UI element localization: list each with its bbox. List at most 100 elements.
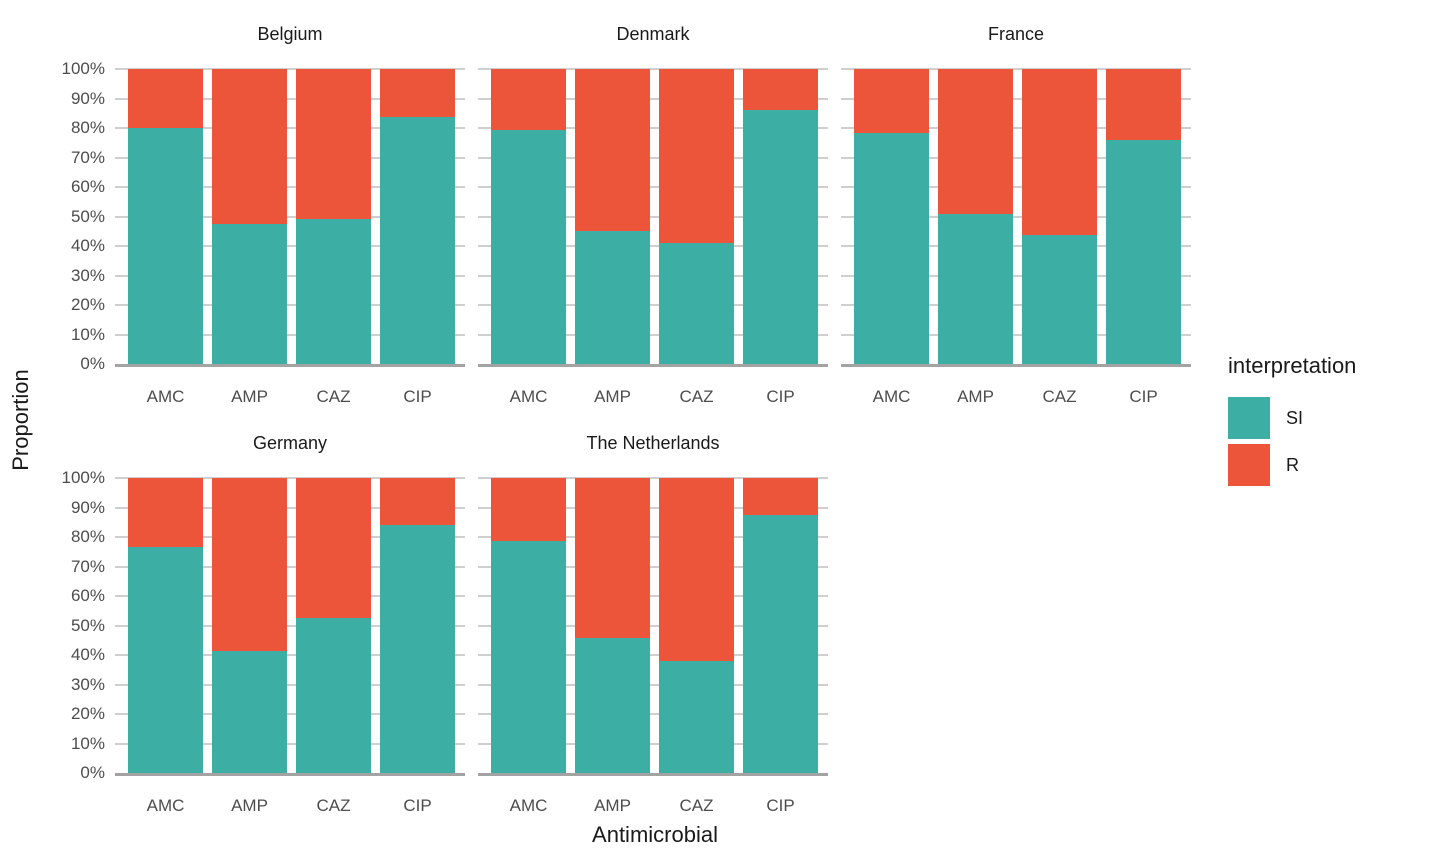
bar-segment-r bbox=[743, 478, 818, 515]
x-axis-title: Antimicrobial bbox=[592, 822, 718, 847]
x-tick-label: CIP bbox=[403, 796, 432, 815]
bar-denmark-cip bbox=[743, 69, 818, 364]
x-tick-label: AMC bbox=[872, 387, 911, 406]
bar-denmark-caz bbox=[659, 69, 734, 364]
bar-france-caz bbox=[1022, 69, 1097, 364]
bar-segment-si bbox=[296, 219, 371, 364]
bar-segment-si bbox=[296, 618, 371, 773]
gridline bbox=[115, 565, 465, 568]
bar-segment-r bbox=[380, 478, 455, 525]
x-tick-label: AMP bbox=[231, 796, 268, 815]
bar-segment-si bbox=[128, 128, 203, 364]
x-tick-label: AMP bbox=[231, 387, 268, 406]
bar-germany-amc bbox=[128, 478, 203, 773]
gridline bbox=[115, 68, 465, 70]
bar-segment-si bbox=[575, 231, 650, 364]
gridline bbox=[478, 477, 828, 479]
gridline bbox=[115, 536, 465, 538]
gridline bbox=[115, 624, 465, 627]
facet-title: France bbox=[987, 24, 1045, 44]
bar-segment-si bbox=[380, 524, 455, 773]
bar-segment-si bbox=[491, 130, 566, 364]
gridline bbox=[841, 215, 1191, 218]
bar-segment-r bbox=[575, 69, 650, 232]
bar-segment-si bbox=[1022, 234, 1097, 364]
bar-segment-r bbox=[491, 69, 566, 131]
x-axis-line bbox=[841, 364, 1191, 367]
x-tick-label: AMC bbox=[146, 796, 185, 815]
y-tick-label: 10% bbox=[70, 324, 105, 344]
x-tick-label: CIP bbox=[1129, 387, 1158, 406]
bar-segment-r bbox=[575, 478, 650, 639]
bar-belgium-caz bbox=[296, 69, 371, 364]
gridline bbox=[115, 127, 465, 129]
bar-segment-r bbox=[1106, 69, 1181, 140]
bar-denmark-amp bbox=[575, 69, 650, 364]
bar-segment-r bbox=[659, 478, 734, 661]
bar-segment-si bbox=[575, 638, 650, 773]
gridline bbox=[478, 215, 828, 218]
gridline bbox=[115, 506, 465, 509]
gridline bbox=[115, 333, 465, 336]
bar-segment-si bbox=[743, 514, 818, 773]
gridline bbox=[841, 304, 1191, 306]
gridline bbox=[478, 595, 828, 597]
y-tick-label: 70% bbox=[70, 147, 105, 167]
y-tick-label: 20% bbox=[70, 704, 105, 723]
gridline bbox=[478, 654, 828, 656]
gridline bbox=[115, 742, 465, 745]
bar-segment-r bbox=[491, 478, 566, 542]
y-tick-label: 80% bbox=[70, 527, 105, 546]
gridline bbox=[841, 127, 1191, 129]
bar-belgium-cip bbox=[380, 69, 455, 364]
y-tick-label: 0% bbox=[80, 763, 105, 782]
bar-segment-r bbox=[380, 69, 455, 118]
bar-belgium-amc bbox=[128, 69, 203, 364]
bar-segment-si bbox=[854, 133, 929, 364]
gridline bbox=[841, 156, 1191, 159]
facet-title: Belgium bbox=[257, 24, 323, 44]
x-tick-label: AMP bbox=[957, 387, 994, 406]
x-tick-label: CAZ bbox=[1042, 387, 1077, 406]
x-tick-label: AMP bbox=[594, 387, 631, 406]
facet-germany: Germany 100% 90% 80% 70% 60% 50% 40% 30% 20% 10% 0%… bbox=[62, 433, 465, 815]
facet-belgium: Belgium 100% 90% 80% 70% 60% 50% 40% 30% 20% 10% 0%… bbox=[62, 24, 465, 406]
gridline bbox=[115, 97, 465, 100]
gridline bbox=[115, 595, 465, 597]
gridline bbox=[841, 68, 1191, 70]
gridline bbox=[478, 742, 828, 745]
bar-segment-r bbox=[128, 478, 203, 547]
bar-segment-si bbox=[380, 117, 455, 364]
bar-the-netherlands-caz bbox=[659, 478, 734, 773]
gridline bbox=[478, 274, 828, 277]
bar-segment-si bbox=[938, 213, 1013, 364]
gridline bbox=[478, 506, 828, 509]
facet-france: France AMC AMP CAZ CIP bbox=[841, 24, 1191, 406]
bar-segment-r bbox=[128, 69, 203, 129]
bar-france-amc bbox=[854, 69, 929, 364]
bar-segment-r bbox=[659, 69, 734, 244]
gridline bbox=[478, 624, 828, 627]
gridline bbox=[478, 333, 828, 336]
bar-segment-r bbox=[854, 69, 929, 134]
y-tick-label: 10% bbox=[70, 733, 105, 753]
gridline bbox=[478, 186, 828, 188]
gridline bbox=[478, 68, 828, 70]
gridline bbox=[841, 245, 1191, 247]
y-axis-title: Proportion bbox=[8, 369, 33, 471]
bar-segment-r bbox=[1022, 69, 1097, 235]
bar-segment-si bbox=[743, 110, 818, 364]
legend-title: interpretation bbox=[1228, 353, 1357, 378]
y-tick-label: 80% bbox=[70, 118, 105, 137]
x-tick-label: CAZ bbox=[316, 796, 351, 815]
y-tick-label: 100% bbox=[61, 59, 105, 78]
bar-segment-si bbox=[128, 546, 203, 773]
bar-segment-si bbox=[212, 650, 287, 773]
gridline bbox=[841, 186, 1191, 188]
gridline bbox=[478, 304, 828, 306]
gridline bbox=[841, 97, 1191, 100]
y-tick-label: 50% bbox=[70, 206, 105, 226]
gridline bbox=[478, 156, 828, 159]
gridline bbox=[115, 654, 465, 656]
facet-title: Denmark bbox=[616, 24, 690, 44]
